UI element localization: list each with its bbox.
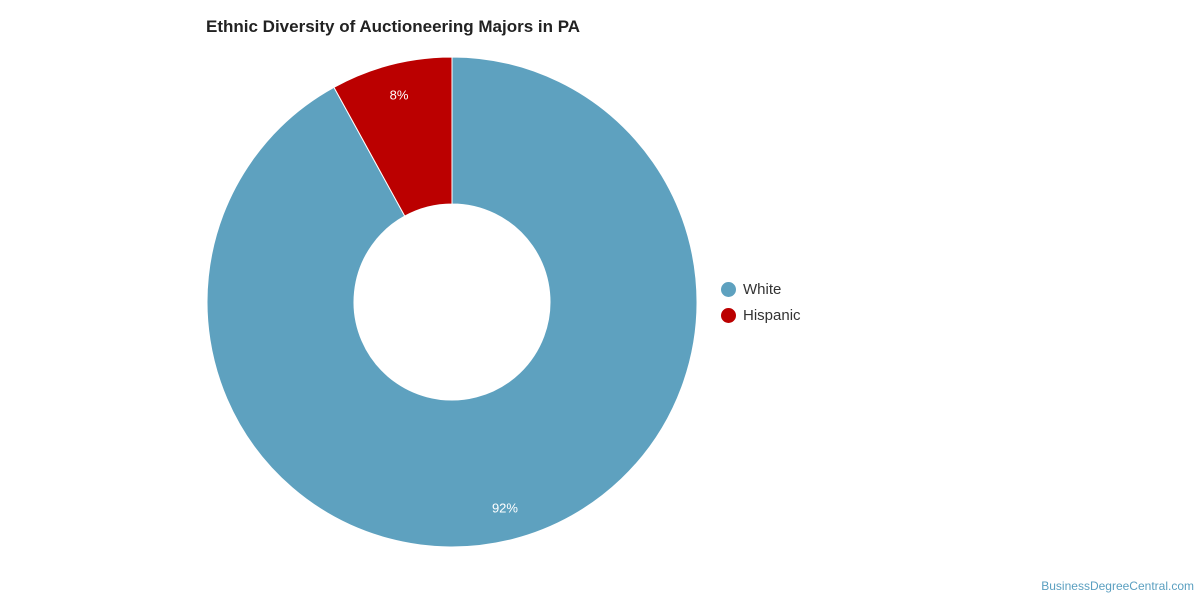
legend-swatch-hispanic xyxy=(721,307,736,323)
chart-title: Ethnic Diversity of Auctioneering Majors… xyxy=(206,17,581,36)
legend-item-hispanic[interactable]: Hispanic xyxy=(721,306,801,324)
legend-item-white[interactable]: White xyxy=(721,280,801,298)
legend-label-hispanic: Hispanic xyxy=(743,306,801,324)
legend-swatch-white xyxy=(721,281,736,297)
source-credit-link[interactable]: BusinessDegreeCentral.com xyxy=(1041,579,1194,593)
legend-label-white: White xyxy=(743,280,782,298)
slice-white[interactable] xyxy=(206,56,698,548)
slice-hispanic[interactable] xyxy=(333,56,453,217)
slice-label-hispanic: 8% xyxy=(390,88,409,103)
legend: White Hispanic xyxy=(721,280,801,324)
slice-label-white: 92% xyxy=(492,500,518,515)
